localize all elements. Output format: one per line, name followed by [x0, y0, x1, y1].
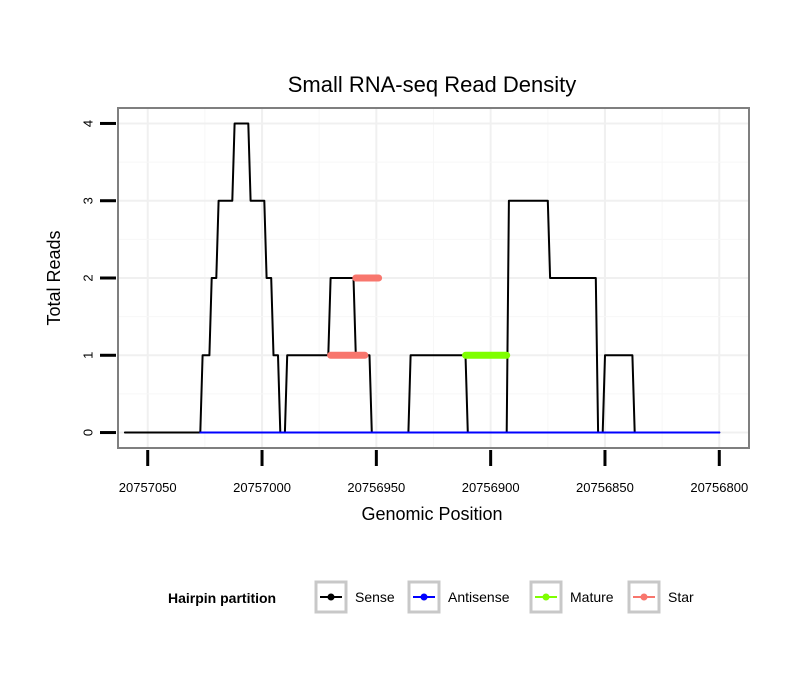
x-axis-label: Genomic Position: [361, 504, 502, 524]
legend-label: Mature: [570, 589, 614, 605]
y-axis: 0 1 2 3 4: [81, 120, 116, 436]
legend-key-point: [640, 593, 648, 601]
x-axis: 20757050 20757000 20756950 20756900 20756850…: [119, 450, 748, 495]
x-tick-label: 20756900: [462, 480, 520, 495]
legend-label: Sense: [355, 589, 395, 605]
plot-panel-border: [117, 107, 750, 449]
x-tick-label: 20756800: [690, 480, 748, 495]
legend-key-point: [327, 593, 335, 601]
legend-entry-mature: Mature: [529, 580, 614, 614]
y-tick-label: 3: [81, 197, 96, 204]
x-tick-label: 20756850: [576, 480, 634, 495]
legend-entry-sense: Sense: [314, 580, 395, 614]
x-tick-label: 20757000: [233, 480, 291, 495]
chart-title: Small RNA-seq Read Density: [288, 72, 577, 97]
legend-label: Star: [668, 589, 694, 605]
legend-key-point: [542, 593, 550, 601]
legend: Hairpin partition Sense Antisense Mature St…: [168, 580, 694, 614]
legend-key-point: [420, 593, 428, 601]
legend-label: Antisense: [448, 589, 510, 605]
y-tick-label: 0: [81, 429, 96, 436]
y-tick-label: 4: [81, 120, 96, 127]
y-axis-label: Total Reads: [44, 230, 64, 325]
grid-lines: [118, 108, 749, 448]
legend-entry-star: Star: [627, 580, 694, 614]
series-layer: [123, 122, 721, 434]
legend-title: Hairpin partition: [168, 590, 276, 606]
y-tick-label: 2: [81, 274, 96, 281]
x-tick-label: 20757050: [119, 480, 177, 495]
y-tick-label: 1: [81, 352, 96, 359]
legend-entry-antisense: Antisense: [407, 580, 510, 614]
x-tick-label: 20756950: [347, 480, 405, 495]
